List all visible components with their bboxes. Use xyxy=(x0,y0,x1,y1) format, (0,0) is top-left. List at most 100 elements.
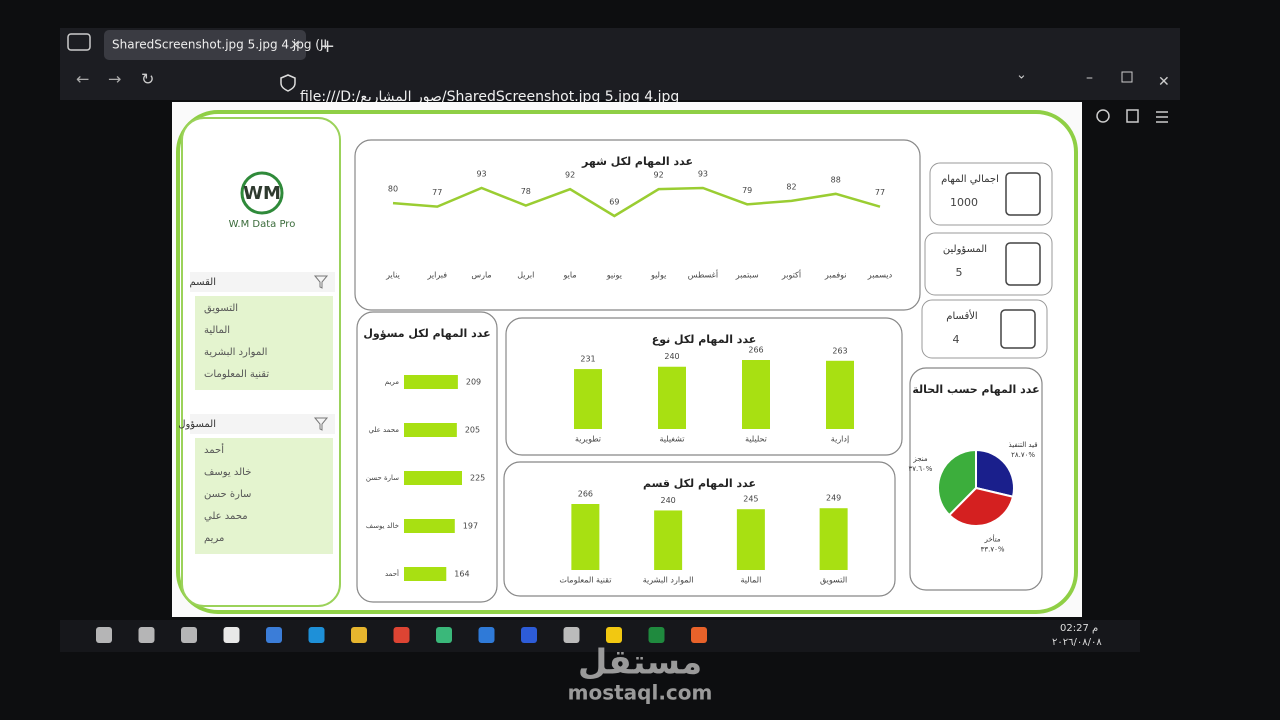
chart-barh: عدد المهام لكل مسؤول مريم 209 محمد علي 205 سا… xyxy=(356,311,498,603)
chart-bar: عدد المهام لكل قسم 266 تقنية المعلومات 240 ا… xyxy=(503,461,896,597)
slicer-body xyxy=(195,296,333,390)
x-tick-label: يوليو xyxy=(650,271,666,280)
slicer-filter-icon[interactable] xyxy=(313,275,329,289)
data-label: 240 xyxy=(664,352,679,361)
taskbar-icons xyxy=(96,627,707,643)
tab-title: SharedScreenshot.jpg 5.jpg 4.jpg (JI xyxy=(112,38,327,52)
taskbar-app[interactable] xyxy=(351,627,367,643)
slicer-item[interactable]: التسويق xyxy=(204,303,238,314)
bar xyxy=(736,509,765,570)
bar xyxy=(404,423,457,437)
url-bar[interactable]: file:///D:/صور المشاريع/SharedScreenshot… xyxy=(300,89,679,105)
bar xyxy=(404,471,462,485)
taskbar-app[interactable] xyxy=(478,627,495,643)
slicer-title: القسم xyxy=(190,277,216,288)
taskbar-app[interactable] xyxy=(393,627,410,643)
taskbar-app[interactable] xyxy=(606,627,622,643)
x-tick-label: أكتوبر xyxy=(781,270,801,280)
bar xyxy=(654,510,683,570)
y-tick-label: خالد يوسف xyxy=(366,522,399,530)
kpi-icon xyxy=(1005,242,1041,286)
chart-title: عدد المهام لكل قسم xyxy=(643,477,756,490)
data-label: 245 xyxy=(743,495,758,504)
x-tick-label: ديسمبر xyxy=(867,271,893,280)
taskbar-app[interactable] xyxy=(181,627,197,643)
x-tick-label: مارس xyxy=(471,271,491,280)
taskbar-app[interactable] xyxy=(308,627,325,643)
browser-tab[interactable] xyxy=(104,30,306,60)
site-info[interactable] xyxy=(280,74,296,92)
kpi-value: 5 xyxy=(956,266,963,279)
menu[interactable] xyxy=(1156,111,1168,123)
pie-value-label: ٣٧.٦٠% xyxy=(909,465,933,473)
taskbar-app[interactable] xyxy=(691,627,707,643)
extensions[interactable] xyxy=(1126,109,1139,123)
slicer-body xyxy=(195,438,333,554)
taskbar-app[interactable] xyxy=(138,627,155,643)
watermark-latin: mostaql.com xyxy=(568,681,713,705)
taskbar-app[interactable] xyxy=(521,627,537,643)
bar xyxy=(404,567,447,581)
data-label: 78 xyxy=(521,187,531,196)
slicer-item[interactable]: سارة حسن xyxy=(204,489,251,500)
data-label: 92 xyxy=(654,171,664,180)
maximize[interactable] xyxy=(1121,71,1133,83)
data-label: 209 xyxy=(466,378,481,387)
pie-value-label: ٢٨.٧٠% xyxy=(1011,451,1035,459)
kpi-card xyxy=(929,162,1053,226)
kpi-value: 4 xyxy=(953,333,960,346)
data-label: 225 xyxy=(470,474,485,483)
clock-date: ٢٠٢٦/٠٨/٠٨ xyxy=(1052,637,1102,648)
data-label: 240 xyxy=(660,496,675,505)
slicer-item[interactable]: أحمد xyxy=(204,443,224,456)
data-label: 77 xyxy=(875,188,885,197)
slicer-item[interactable]: المالية xyxy=(204,325,230,336)
slicer-item[interactable]: محمد علي xyxy=(204,511,248,522)
x-tick-label: مايو xyxy=(563,271,577,280)
x-tick-label: تقنية المعلومات xyxy=(559,576,611,585)
minimize[interactable]: – xyxy=(1086,70,1093,86)
taskbar-app[interactable] xyxy=(563,627,580,643)
slicer-item[interactable]: تقنية المعلومات xyxy=(204,369,269,380)
clock-time: 02:27 م xyxy=(1060,623,1098,634)
y-tick-label: مريم xyxy=(385,378,399,386)
bar xyxy=(742,360,770,429)
tab-list-button[interactable] xyxy=(67,33,91,51)
new-tab[interactable]: + xyxy=(320,36,335,57)
taskbar-app[interactable] xyxy=(436,627,452,643)
data-label: 231 xyxy=(580,355,595,364)
tab-overflow[interactable]: ⌄ xyxy=(1016,68,1027,83)
slicer-item[interactable]: الموارد البشرية xyxy=(204,347,267,358)
kpi-label: الأقسام xyxy=(946,309,977,322)
bar xyxy=(404,375,458,389)
slicer-item[interactable]: مريم xyxy=(204,533,224,544)
bar xyxy=(819,508,848,570)
taskbar-app[interactable] xyxy=(648,627,665,643)
taskbar xyxy=(60,620,1140,652)
kpi-card xyxy=(924,232,1053,296)
data-label: 266 xyxy=(748,346,763,355)
x-tick-label: ابريل xyxy=(517,271,534,280)
slicer-filter-icon[interactable] xyxy=(313,417,329,431)
taskbar-app[interactable] xyxy=(96,627,112,643)
taskbar-app[interactable] xyxy=(223,627,240,643)
pie-label: منجز xyxy=(912,455,927,463)
close-window[interactable]: ✕ xyxy=(1158,74,1170,90)
x-tick-label: يناير xyxy=(385,271,400,280)
data-label: 93 xyxy=(698,170,708,179)
data-label: 164 xyxy=(454,570,469,579)
forward-button[interactable]: → xyxy=(108,70,121,89)
back-button[interactable]: ← xyxy=(76,70,89,89)
slicer-item[interactable]: خالد يوسف xyxy=(204,467,251,478)
kpi-icon xyxy=(1000,309,1036,349)
pie-value-label: ٣٣.٧٠% xyxy=(981,546,1005,554)
tab-close[interactable]: × xyxy=(290,38,301,53)
bar xyxy=(404,519,455,533)
taskbar-app[interactable] xyxy=(266,627,282,643)
account[interactable] xyxy=(1096,109,1110,123)
bar xyxy=(826,360,854,429)
chart-line: عدد المهام لكل شهر 80 يناير 77 فبراير 93 مارس 7… xyxy=(354,139,921,311)
reload-button[interactable]: ↻ xyxy=(141,70,154,89)
